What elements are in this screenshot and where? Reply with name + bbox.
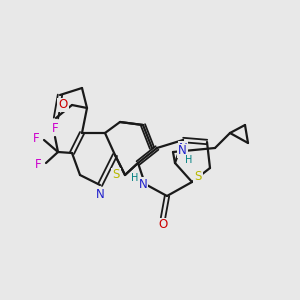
Text: F: F [52,122,58,136]
Text: H: H [131,173,139,183]
Text: O: O [58,98,68,112]
Text: O: O [158,218,168,232]
Text: F: F [33,131,39,145]
Text: N: N [178,145,186,158]
Text: S: S [112,169,120,182]
Text: H: H [185,155,193,165]
Text: N: N [139,178,147,190]
Text: N: N [96,188,104,200]
Text: F: F [35,158,41,172]
Text: N: N [178,142,188,154]
Text: S: S [194,169,202,182]
